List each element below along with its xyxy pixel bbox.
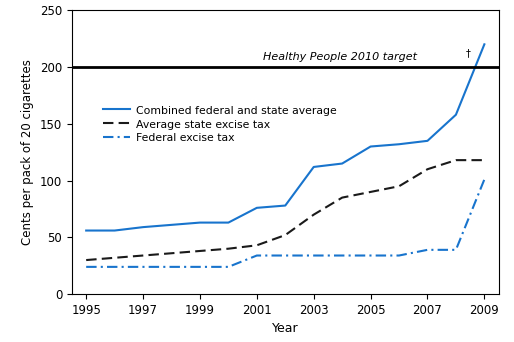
Y-axis label: Cents per pack of 20 cigarettes: Cents per pack of 20 cigarettes <box>22 59 34 245</box>
Legend: Combined federal and state average, Average state excise tax, Federal excise tax: Combined federal and state average, Aver… <box>99 101 341 148</box>
Text: †: † <box>466 48 471 58</box>
Text: Healthy People 2010 target: Healthy People 2010 target <box>263 52 416 63</box>
X-axis label: Year: Year <box>272 323 299 336</box>
